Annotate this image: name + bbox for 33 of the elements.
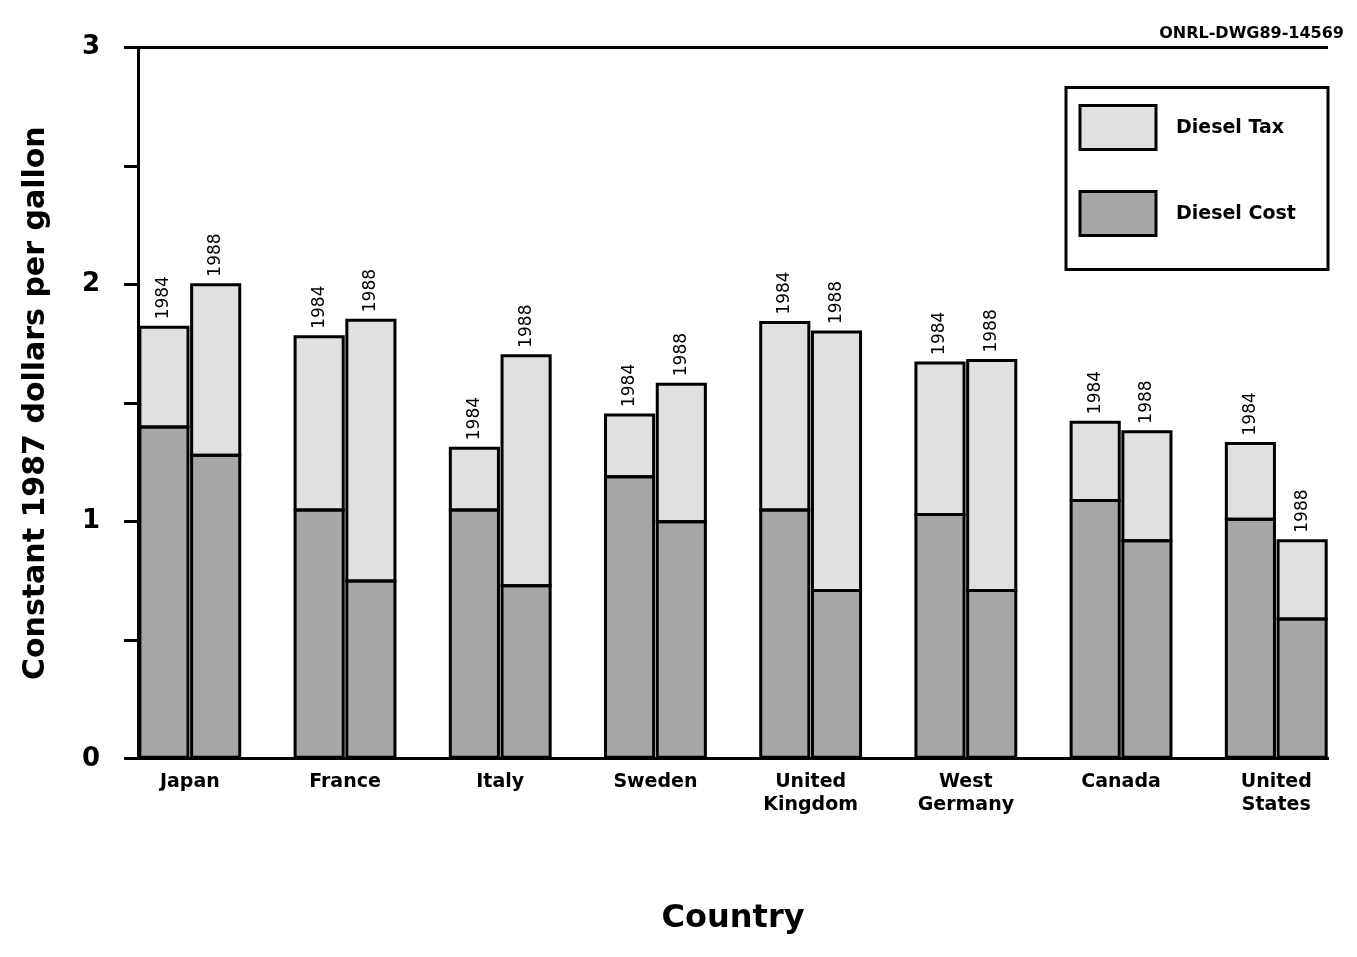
x-tick-label: 1988 xyxy=(824,280,845,325)
text: United Kingdom xyxy=(763,769,859,815)
y-tick-label: 0 xyxy=(82,741,101,772)
y-tick-label: 2 xyxy=(82,267,101,298)
legend-label: Diesel Cost xyxy=(1176,200,1296,223)
x-axis-title: Country xyxy=(661,897,805,936)
x-tick-label: 1984 xyxy=(928,311,949,355)
text: Sweden xyxy=(613,769,698,792)
x-tick-label: 1988 xyxy=(359,268,380,313)
x-tick-label: 1988 xyxy=(980,309,1001,353)
text: West Germany xyxy=(917,769,1015,815)
x-tick-label: 1984 xyxy=(462,396,483,441)
x-tick-label: 1988 xyxy=(669,332,690,377)
x-tick-label: 1984 xyxy=(1083,370,1104,415)
x-tick-label: 1988 xyxy=(1135,380,1156,424)
legend-label: Diesel Tax xyxy=(1176,114,1285,137)
y-axis-title: Constant 1987 dollars per gallon xyxy=(15,126,51,681)
text: France xyxy=(309,769,381,792)
text: Japan xyxy=(157,769,220,792)
x-tick-label: 1984 xyxy=(307,285,328,329)
text: United States xyxy=(1240,769,1312,815)
x-tick-label: 1984 xyxy=(1238,392,1259,436)
text: ONRL-DWG89-14569 xyxy=(1159,22,1344,42)
x-tick-label: 1988 xyxy=(1290,489,1311,533)
x-tick-label: 1988 xyxy=(514,304,535,348)
x-tick-label: 1984 xyxy=(773,271,794,315)
y-tick-label: 3 xyxy=(82,30,101,61)
y-tick-label: 1 xyxy=(82,504,101,535)
x-tick-label: 1988 xyxy=(204,233,225,277)
text: Italy xyxy=(476,769,525,792)
x-tick-label: 1984 xyxy=(618,363,638,408)
text: Canada xyxy=(1081,769,1161,792)
x-tick-label: 1984 xyxy=(152,276,173,320)
